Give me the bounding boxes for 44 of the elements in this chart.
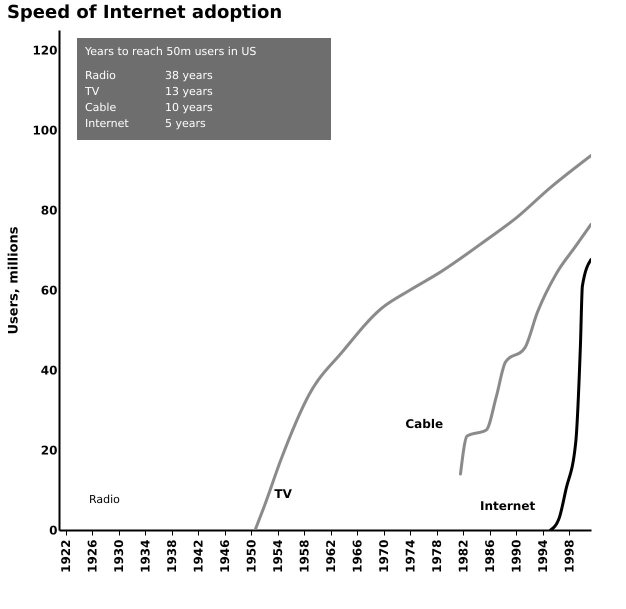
annotation: 10 years (165, 101, 214, 114)
x-tick-label: 1930 (112, 540, 126, 573)
y-tick-label: 60 (40, 284, 58, 298)
series-label: Internet (480, 499, 536, 513)
x-tick-label: 1926 (86, 540, 100, 573)
y-tick-label: 0 (49, 524, 58, 538)
annotation: Radio (85, 69, 116, 82)
x-tick-label: 1982 (456, 540, 471, 573)
x-tick-label: 1974 (404, 540, 418, 573)
y-axis-title: Users, millions (6, 226, 22, 335)
y-tick-label: 80 (40, 204, 58, 218)
x-tick-label: 1994 (536, 540, 550, 573)
annotation: 5 years (165, 117, 206, 130)
y-tick-label: 100 (32, 124, 58, 138)
x-tick-label: 1962 (324, 540, 338, 573)
x-tick-label: 1954 (271, 540, 286, 573)
x-tick-label: 1978 (430, 540, 444, 573)
annotation: TV (84, 85, 100, 98)
series-label: TV (274, 487, 293, 501)
annotation: Internet (85, 117, 130, 130)
y-tick-label: 120 (32, 44, 58, 58)
text: Cable (405, 417, 444, 431)
x-tick-label: 1922 (59, 540, 74, 573)
line-series (254, 154, 591, 530)
x-tick-label: 1998 (562, 540, 577, 573)
annotation: Years to reach 50m users in US (84, 45, 256, 58)
x-tick-label: 1958 (298, 540, 312, 573)
x-tick-label: 1938 (165, 540, 180, 573)
line-series (458, 222, 591, 476)
x-tick-label: 1950 (244, 540, 259, 573)
x-tick-label: 1966 (350, 540, 365, 573)
x-tick-label: 1942 (192, 540, 206, 573)
chart-title: Speed of Internet adoption (6, 2, 282, 23)
x-tick-label: 1990 (510, 540, 524, 573)
x-tick-label: 1986 (483, 540, 498, 573)
y-tick-label: 20 (40, 444, 58, 458)
x-tick-label: 1934 (138, 540, 153, 573)
annotation: 13 years (165, 85, 214, 98)
y-tick-label: 40 (40, 364, 58, 378)
x-tick-label: 1946 (218, 540, 232, 573)
annotation: Radio (89, 493, 120, 506)
annotation: Cable (85, 101, 116, 114)
x-tick-label: 1970 (377, 540, 392, 573)
annotation: 38 years (165, 69, 214, 82)
